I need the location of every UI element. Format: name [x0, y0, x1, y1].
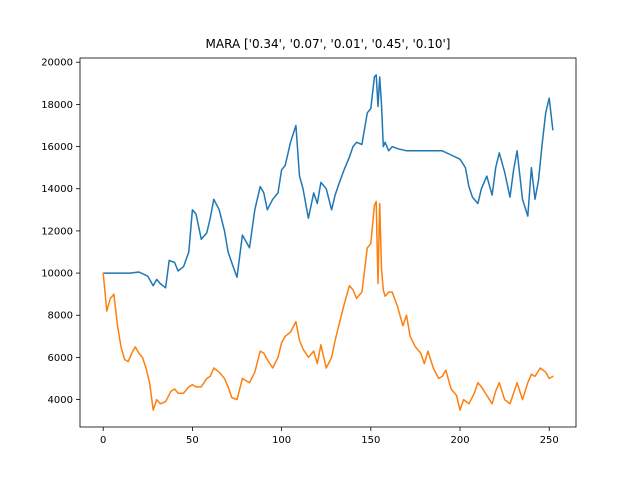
y-tick-label: 20000: [41, 58, 73, 69]
x-tick-label: 50: [186, 435, 199, 446]
y-tick-label: 16000: [41, 142, 73, 153]
series-line-1: [102, 74, 554, 289]
x-tick-label: 150: [361, 435, 380, 446]
series-line-2: [102, 200, 554, 411]
y-tick-label: 4000: [48, 395, 73, 406]
y-tick-label: 10000: [41, 269, 73, 280]
y-tick-label: 18000: [41, 100, 73, 111]
chart-title: MARA ['0.34', '0.07', '0.01', '0.45', '0…: [206, 37, 451, 51]
x-tick-label: 200: [450, 435, 469, 446]
y-tick-label: 8000: [48, 311, 73, 322]
y-tick-label: 14000: [41, 184, 73, 195]
x-tick-label: 100: [272, 435, 291, 446]
series-layer: [102, 74, 554, 411]
plot-frame: [79, 57, 577, 428]
y-tick-label: 12000: [41, 226, 73, 237]
y-tick-label: 6000: [48, 353, 73, 364]
x-tick-label: 250: [540, 435, 559, 446]
x-tick-label: 0: [100, 435, 106, 446]
y-axis: 4000 6000 8000 10000 12000 14000 16000 18000 200…: [41, 58, 80, 406]
x-axis: 0 50 100 150 200 250: [100, 427, 559, 446]
